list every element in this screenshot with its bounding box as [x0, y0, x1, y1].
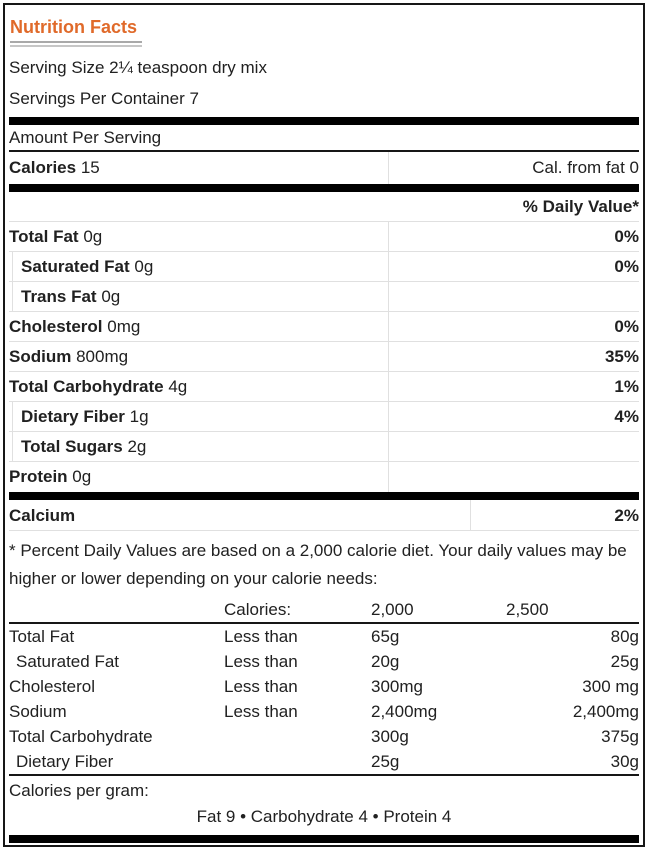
nutrient-label: Total Carbohydrate [9, 377, 164, 396]
nutrient-dv [389, 432, 639, 461]
nutrient-label: Sodium [9, 347, 72, 366]
nutrient-label: Saturated Fat [21, 257, 130, 276]
row-protein: Protein 0g [9, 462, 639, 492]
tab-nutrition-facts[interactable]: Nutrition Facts [10, 17, 138, 37]
nutrient-amount: 800mg [76, 347, 129, 366]
calories-cell: Calories 15 [9, 152, 389, 184]
nutrient-dv: 4% [614, 407, 639, 426]
nutrient-dv [389, 282, 639, 311]
servings-per-container: Servings Per Container 7 [9, 89, 199, 108]
daily-value-reference-table: Calories: 2,000 2,500 Total Fat Less tha… [9, 597, 639, 776]
calories-row: Calories 15 Cal. from fat 0 [9, 152, 639, 184]
nutrient-dv: 35% [604, 347, 639, 366]
nutrient-label: Total Fat [9, 227, 79, 246]
row-cholesterol: Cholesterol 0mg 0% [9, 312, 639, 342]
dv-table-row-saturated-fat: Saturated Fat Less than 20g 25g [16, 652, 639, 671]
divider-thick-calcium [9, 492, 639, 500]
nutrient-amount: 0g [134, 257, 154, 276]
dv-table-row-cholesterol: Cholesterol Less than 300mg 300 mg [9, 677, 639, 696]
nutrient-amount: 0g [72, 467, 92, 486]
amount-per-serving: Amount Per Serving [9, 125, 639, 152]
row-trans-fat: Trans Fat 0g [9, 282, 639, 312]
daily-value-footnote: * Percent Daily Values are based on a 2,… [9, 541, 627, 588]
dv-header-2500: 2,500 [506, 600, 549, 619]
divider-thick-mid [9, 184, 639, 192]
dv-header-calories: Calories: [224, 600, 292, 619]
calories-value: 15 [80, 158, 100, 177]
calories-per-gram-label: Calories per gram: [9, 781, 149, 800]
daily-value-header: % Daily Value* [9, 192, 639, 222]
nutrient-amount: 4g [168, 377, 188, 396]
dv-table-row-sodium: Sodium Less than 2,400mg 2,400mg [9, 702, 639, 721]
nutrient-label: Cholesterol [9, 317, 103, 336]
row-dietary-fiber: Dietary Fiber 1g 4% [9, 402, 639, 432]
divider-thick-bottom [9, 835, 639, 843]
row-saturated-fat: Saturated Fat 0g 0% [9, 252, 639, 282]
nutrient-label: Protein [9, 467, 68, 486]
dv-table-row-total-carbohydrate: Total Carbohydrate 300g 375g [9, 727, 639, 746]
row-calcium: Calcium 2% [9, 500, 639, 531]
dv-table-row-dietary-fiber: Dietary Fiber 25g 30g [16, 752, 639, 771]
nutrient-amount: 0g [83, 227, 103, 246]
calcium-dv: 2% [614, 506, 639, 525]
nutrient-dv [389, 462, 639, 492]
calories-label: Calories [9, 158, 77, 177]
dv-table-row-total-fat: Total Fat Less than 65g 80g [9, 627, 639, 646]
nutrient-amount: 1g [129, 407, 149, 426]
label-frame: Nutrition Facts Serving Size 2¼ teaspoon… [3, 3, 645, 847]
nutrient-label: Trans Fat [21, 287, 97, 306]
nutrient-dv: 0% [614, 227, 639, 246]
row-sodium: Sodium 800mg 35% [9, 342, 639, 372]
serving-size: Serving Size 2¼ teaspoon dry mix [9, 58, 267, 77]
nutrient-label: Dietary Fiber [21, 407, 125, 426]
tab-selected-underline [10, 41, 142, 47]
dv-header-2000: 2,000 [371, 600, 414, 619]
nutrient-dv: 0% [614, 257, 639, 276]
divider-thick-top [9, 117, 639, 125]
calories-from-fat: Cal. from fat 0 [532, 158, 639, 177]
nutrient-amount: 0g [101, 287, 121, 306]
calcium-label: Calcium [9, 500, 471, 530]
nutrient-dv: 1% [614, 377, 639, 396]
nutrient-dv: 0% [614, 317, 639, 336]
row-total-carbohydrate: Total Carbohydrate 4g 1% [9, 372, 639, 402]
nutrient-amount: 2g [127, 437, 147, 456]
calories-per-gram-values: Fat 9 • Carbohydrate 4 • Protein 4 [196, 807, 452, 826]
nutrient-amount: 0mg [107, 317, 141, 336]
nutrient-label: Total Sugars [21, 437, 123, 456]
row-total-fat: Total Fat 0g 0% [9, 222, 639, 252]
row-total-sugars: Total Sugars 2g [9, 432, 639, 462]
dv-table-header-row: Calories: 2,000 2,500 [9, 597, 639, 624]
